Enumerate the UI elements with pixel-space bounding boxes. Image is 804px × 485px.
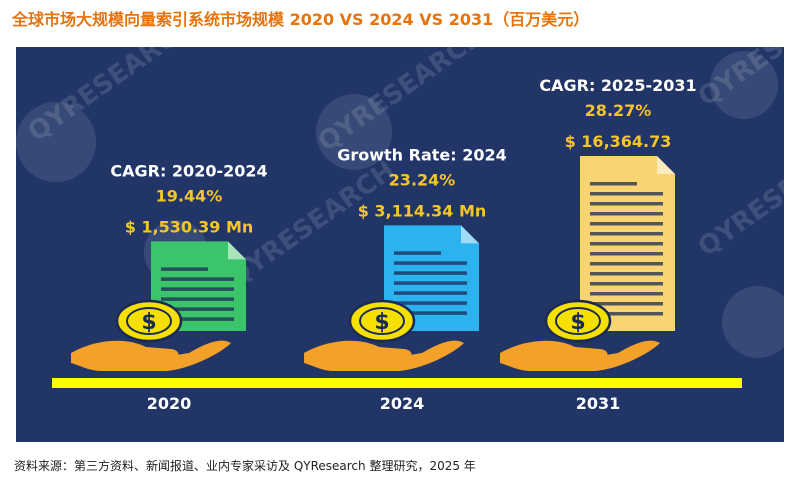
document-icon bbox=[384, 225, 479, 331]
coin-ring bbox=[555, 307, 601, 335]
document-line bbox=[590, 312, 663, 316]
document-line bbox=[161, 297, 234, 301]
value-label: $ 3,114.34 Mn bbox=[358, 201, 487, 220]
dollar-sign-icon: $ bbox=[374, 310, 389, 335]
hand-icon bbox=[304, 340, 464, 371]
globe-icon bbox=[710, 51, 778, 119]
document-line bbox=[394, 281, 467, 285]
document-line bbox=[590, 242, 663, 246]
document-line bbox=[590, 222, 663, 226]
document-line bbox=[590, 212, 663, 216]
globe-icon bbox=[722, 286, 784, 358]
timeline-bar bbox=[52, 378, 742, 388]
year-label: 2020 bbox=[147, 394, 192, 413]
document-line bbox=[161, 277, 234, 281]
document-line bbox=[590, 282, 663, 286]
year-group-2020: $ $ 1,530.39 Mn 19.44% CAGR: 2020-2024 2020 bbox=[71, 161, 268, 413]
document-line bbox=[394, 291, 467, 295]
document-line bbox=[394, 271, 467, 275]
document-line bbox=[590, 272, 663, 276]
page-title: 全球市场大规模向量索引系统市场规模 2020 VS 2024 VS 2031（百… bbox=[12, 10, 590, 29]
value-label: $ 1,530.39 Mn bbox=[125, 217, 254, 236]
hand-icon bbox=[500, 340, 660, 371]
infographic-panel: QYRESEARCH QYRESEARCH QYRESEARCH QYRESEARCH… bbox=[16, 47, 784, 442]
growth-rate-value: 28.27% bbox=[585, 101, 652, 120]
year-label: 2024 bbox=[380, 394, 425, 413]
document-line bbox=[590, 192, 663, 196]
document-line bbox=[590, 302, 663, 306]
dollar-sign-icon: $ bbox=[141, 310, 156, 335]
document-line bbox=[590, 202, 663, 206]
document-fold bbox=[657, 156, 675, 174]
watermark-text: QYRESEARCH bbox=[23, 47, 201, 148]
document-line bbox=[161, 267, 208, 271]
watermark-text: QYRESEARCH bbox=[693, 126, 784, 263]
coin-ring bbox=[359, 307, 405, 335]
growth-rate-value: 23.24% bbox=[389, 170, 456, 189]
document-fold bbox=[461, 225, 479, 244]
dollar-sign-icon: $ bbox=[570, 310, 585, 335]
document-line bbox=[590, 232, 663, 236]
source-note: 资料来源：第三方资料、新闻报道、业内专家采访及 QYResearch 整理研究，… bbox=[14, 459, 476, 473]
document-icon bbox=[580, 156, 675, 331]
globe-icon bbox=[16, 102, 96, 182]
growth-rate-label: Growth Rate: 2024 bbox=[337, 145, 507, 164]
growth-rate-value: 19.44% bbox=[156, 186, 223, 205]
year-group-2024: $ $ 3,114.34 Mn 23.24% Growth Rate: 2024 202… bbox=[304, 145, 507, 413]
document-line bbox=[590, 252, 663, 256]
document-line bbox=[590, 262, 663, 266]
hand-icon bbox=[71, 340, 231, 371]
document-line bbox=[394, 251, 441, 255]
document-line bbox=[394, 261, 467, 265]
document-line bbox=[161, 287, 234, 291]
year-group-2031: $ $ 16,364.73 28.27% CAGR: 2025-2031 2031 bbox=[500, 76, 697, 413]
growth-rate-label: CAGR: 2025-2031 bbox=[539, 76, 696, 95]
value-label: $ 16,364.73 bbox=[565, 132, 672, 151]
coin-ring bbox=[126, 307, 172, 335]
document-fold bbox=[228, 241, 246, 260]
year-label: 2031 bbox=[576, 394, 621, 413]
growth-rate-label: CAGR: 2020-2024 bbox=[110, 161, 267, 180]
document-line bbox=[161, 307, 234, 311]
document-line bbox=[590, 182, 637, 186]
document-line bbox=[394, 311, 467, 315]
document-line bbox=[590, 292, 663, 296]
globe-icon bbox=[316, 94, 392, 170]
document-line bbox=[161, 317, 234, 321]
document-line bbox=[394, 301, 467, 305]
